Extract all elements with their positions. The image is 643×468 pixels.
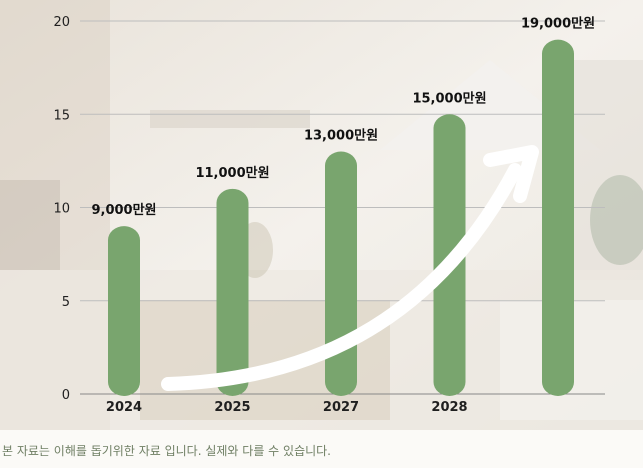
x-tick-label: 2028 xyxy=(431,400,467,415)
data-label: 9,000만원 xyxy=(91,202,156,218)
bar xyxy=(216,188,249,396)
disclaimer-text: 본 자료는 이해를 돕기위한 자료 입니다. 실제와 다를 수 있습니다. xyxy=(2,444,332,458)
data-label: 11,000만원 xyxy=(195,165,269,181)
x-tick-label: 2027 xyxy=(323,400,359,415)
y-tick-label: 10 xyxy=(53,202,70,217)
bar xyxy=(542,39,574,397)
data-label: 19,000만원 xyxy=(521,16,595,32)
y-tick-label: 20 xyxy=(53,15,70,30)
y-tick-label: 15 xyxy=(53,108,70,123)
footer: 본 자료는 이해를 돕기위한 자료 입니다. 실제와 다를 수 있습니다. xyxy=(0,430,643,468)
bar xyxy=(325,151,357,396)
bar xyxy=(108,226,140,396)
data-labels: 9,000만원 11,000만원 13,000만원 15,000만원 19,000만원 xyxy=(91,16,595,218)
y-tick-label: 5 xyxy=(62,295,70,310)
x-axis-labels: 2024 2025 2027 2028 xyxy=(106,400,468,415)
x-tick-label: 2025 xyxy=(214,400,250,415)
trend-arrow xyxy=(161,163,522,391)
bar-chart: 0 5 10 15 20 9,000만원 11,000만원 13,000만원 15,000만원… xyxy=(53,15,605,415)
data-label: 15,000만원 xyxy=(412,90,486,106)
y-axis-ticks: 0 5 10 15 20 xyxy=(53,15,70,403)
data-label: 13,000만원 xyxy=(304,128,378,144)
trend-arrow-head xyxy=(483,145,539,203)
x-tick-label: 2024 xyxy=(106,400,142,415)
y-tick-label: 0 xyxy=(62,388,70,403)
